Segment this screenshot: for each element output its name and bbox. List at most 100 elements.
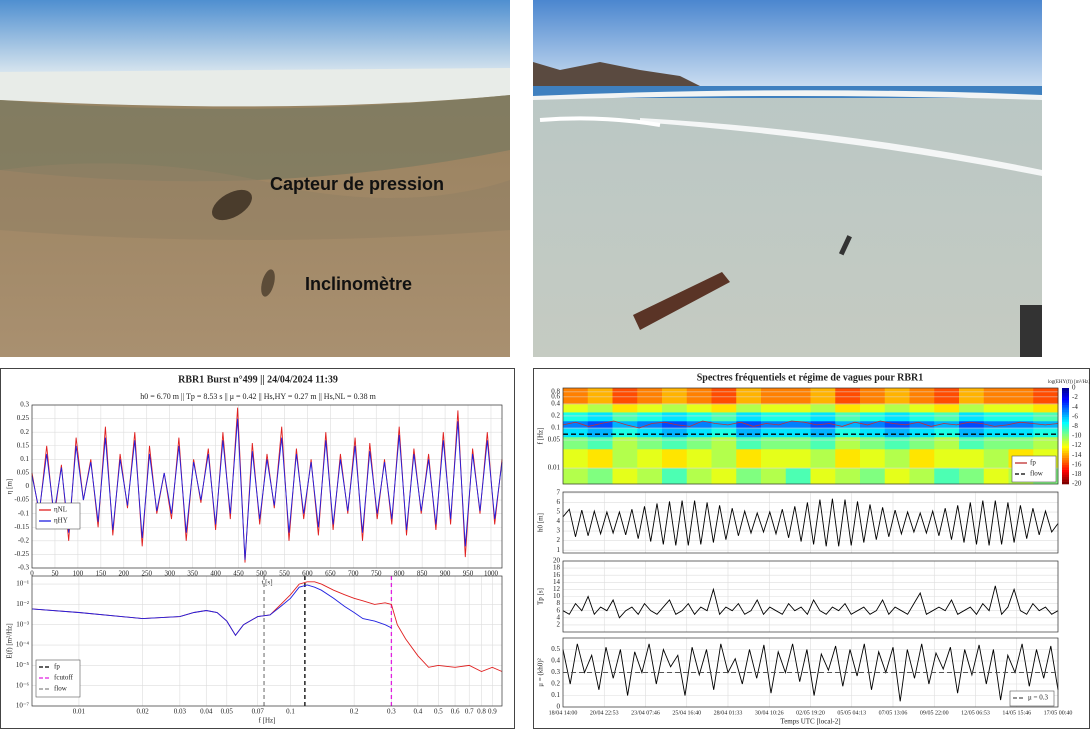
heat-cell [686,412,712,422]
heat-cell [662,468,688,485]
heat-cell [909,468,935,485]
colorbar-tick-label: -12 [1072,441,1082,449]
colorbar-step [1062,464,1069,468]
colorbar-step [1062,460,1069,463]
heat-cell [810,412,836,422]
colorbar-step [1062,476,1069,480]
axes-frame [31,575,503,707]
heat-cell [736,436,762,450]
colorbar-step [1062,395,1069,398]
x-tick-label: 500 [256,570,267,578]
colorbar-step [1062,445,1069,449]
heat-cell [637,436,663,450]
heat-cell [909,448,935,469]
heat-cell [860,468,886,485]
colorbar-step [1062,428,1069,432]
y-tick-label: 10⁻¹ [16,580,29,588]
heat-cell [909,388,935,405]
y-tick-label: 20 [553,557,561,565]
colorbar-step [1062,440,1069,444]
y-tick-label: 10⁻⁵ [16,661,30,669]
photo-beach-sensors: Capteur de pression Inclinomètre [0,0,510,357]
x-tick-label: 0.7 [465,708,474,716]
y-tick-label: 2 [557,621,561,629]
legend-box [1011,455,1057,483]
y-tick-label: 0.05 [17,469,30,477]
x-tick-label: 0.2 [350,708,359,716]
heat-cell [909,403,935,413]
heat-cell [860,428,886,438]
heat-cell [587,448,613,469]
heat-cell [662,412,688,422]
colorbar-tick-label: -4 [1072,403,1078,411]
colorbar-step [1062,438,1069,442]
x-tick-label: 0.07 [252,708,265,716]
heat-cell [884,436,910,450]
axes-frame [562,387,1059,485]
legend-label: μ = 0.3 [1028,694,1048,702]
heat-cell [983,388,1009,405]
colorbar-step [1062,392,1069,396]
heat-cell [711,388,737,405]
x-tick-label: 0.02 [136,708,149,716]
heat-cell [686,436,712,450]
heat-cell [810,420,836,429]
colorbar-tick-label: -10 [1072,432,1082,440]
heat-cell [736,428,762,438]
colorbar-step [1062,433,1069,437]
heat-cell [884,420,910,429]
heat-cell [1008,412,1034,422]
colorbar-tick-label: -6 [1072,412,1078,420]
heat-cell [983,412,1009,422]
heat-cell [1033,436,1059,450]
heat-cell [835,428,861,438]
x-tick-label: 0.4 [413,708,422,716]
x-tick-label: 0.8 [477,708,486,716]
legend-box [35,502,81,530]
x-tick-label: 450 [233,570,244,578]
heat-cell [983,420,1009,429]
colorbar-step [1062,436,1069,439]
x-tick-label: 400 [210,570,221,578]
colorbar-step [1062,424,1069,427]
heat-cell [587,388,613,405]
heat-cell [1033,412,1059,422]
heat-cell [1033,403,1059,413]
heat-cell [711,403,737,413]
x-tick-label: 900 [440,570,451,578]
x-tick-label: 550 [279,570,290,578]
colorbar-step [1062,452,1069,456]
heat-cell [934,448,960,469]
y-tick-label: -0.3 [18,564,30,572]
heat-cell [587,412,613,422]
colorbar-step [1062,455,1069,458]
x-tick-label: 350 [187,570,198,578]
heat-cell [563,403,589,413]
heat-cell [711,448,737,469]
heat-cell [959,420,985,429]
axes-frame [562,637,1059,708]
heat-cell [1033,428,1059,438]
y-tick-label: 0.8 [551,387,560,395]
heat-cell [860,448,886,469]
colorbar-step [1062,472,1069,475]
x-tick-label: 18/04 14:00 [549,710,578,716]
heat-cell [637,412,663,422]
chart-title: Spectres fréquentiels et régime de vague… [697,372,924,383]
x-tick-label: 700 [348,570,359,578]
colorbar-tick-label: -18 [1072,470,1082,478]
heat-cell [662,388,688,405]
x-tick-label: 600 [302,570,313,578]
colorbar-step [1062,404,1069,408]
colorbar-step [1062,414,1069,418]
y-tick-label: 7 [557,489,561,497]
y-tick-label: 1 [557,546,561,554]
colorbar-step [1062,448,1069,451]
y-tick-label: 10⁻² [16,600,29,608]
heat-cell [711,468,737,485]
heat-cell [785,420,811,429]
chart-subtitle: h0 = 6.70 m || Tp = 8.53 s || μ = 0.42 |… [140,392,376,401]
colorbar-label: log(EHY(f)) [m²/Hz] [1048,379,1090,385]
data-line [31,581,503,672]
